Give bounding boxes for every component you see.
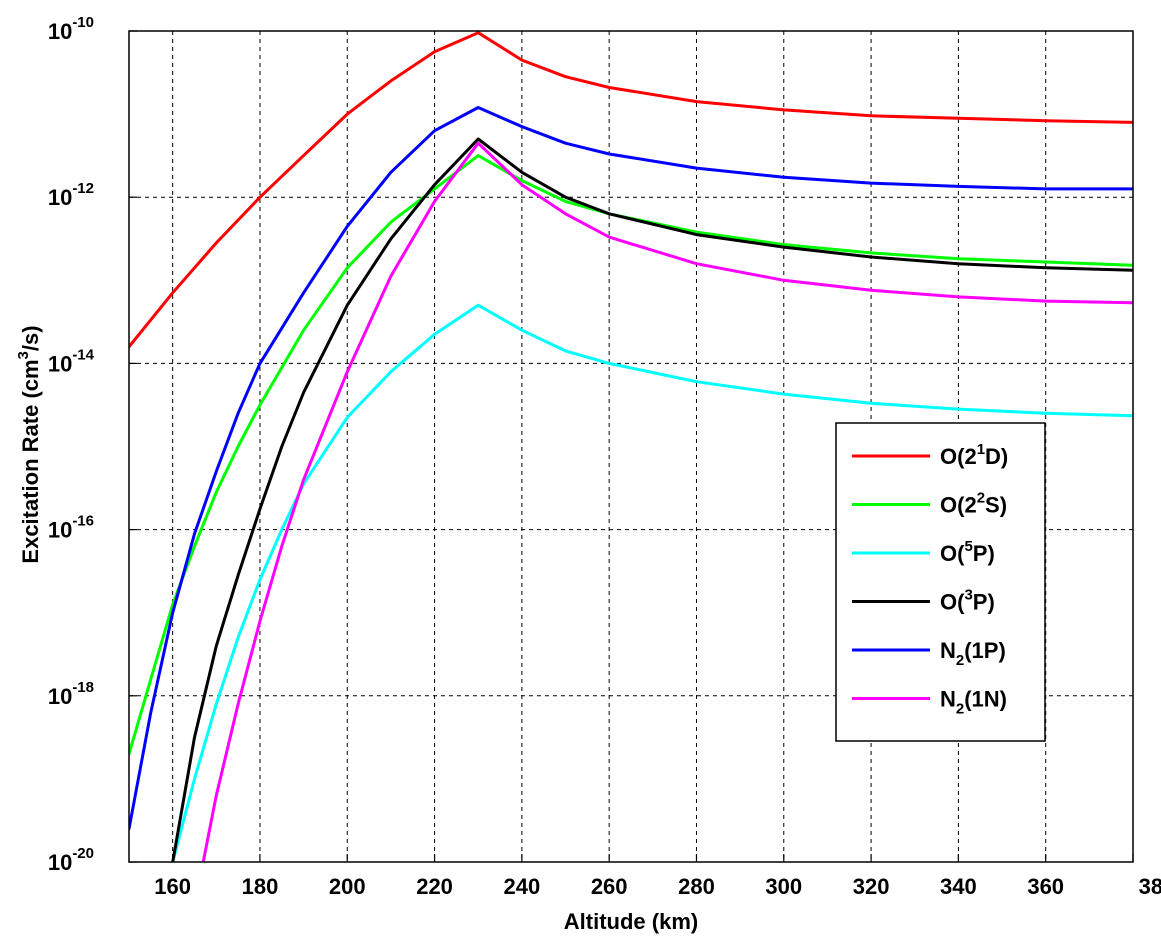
y-tick-label: 10-16 [48, 513, 94, 543]
y-tick-base: 10 [48, 518, 72, 543]
legend-label: O(22S) [940, 490, 1007, 518]
legend-label: O(3P) [940, 587, 995, 615]
y-tick-base: 10 [48, 850, 72, 875]
y-tick-label: 10-18 [48, 679, 94, 709]
y-tick-base: 10 [48, 684, 72, 709]
legend: O(21D) O(22S) O(5P) O(3P) N2(1P) N2(1N) [835, 422, 1046, 742]
series-lines [129, 31, 1133, 862]
x-axis-title: Altitude (km) [564, 909, 698, 934]
y-tick-exponent: -16 [72, 513, 94, 530]
x-tick-label: 240 [504, 874, 541, 899]
x-tick-label: 280 [678, 874, 715, 899]
y-tick-label: 10-14 [48, 346, 95, 376]
series-line-4 [129, 106, 1133, 831]
x-tick-label: 180 [242, 874, 279, 899]
legend-box [835, 422, 1046, 742]
series-line-1 [129, 154, 1133, 756]
legend-label: N2(1P) [940, 638, 1006, 669]
y-tick-base: 10 [48, 185, 72, 210]
x-tick-label: 380 [1139, 874, 1161, 899]
series-line-5 [201, 141, 1133, 862]
x-tick-label: 320 [853, 874, 890, 899]
y-axis-title: Excitation Rate (cm3/s) [15, 325, 43, 563]
x-tick-label: 340 [940, 874, 977, 899]
y-tick-base: 10 [48, 351, 72, 376]
y-tick-exponent: -18 [72, 679, 94, 696]
x-tick-label: 360 [1027, 874, 1064, 899]
legend-label: O(5P) [940, 538, 995, 566]
plot-frame [128, 30, 1134, 863]
x-tick-label: 260 [591, 874, 628, 899]
x-tick-label: 300 [765, 874, 802, 899]
y-tick-label: 10-12 [48, 180, 94, 210]
y-tick-label: 10-20 [48, 845, 94, 875]
y-tick-exponent: -14 [72, 346, 94, 363]
x-tick-labels: 160 180 200 220 240 260 280 300 320 340 360 380 [154, 854, 1161, 899]
legend-label: O(21D) [940, 441, 1008, 469]
y-tick-exponent: -12 [72, 180, 94, 197]
y-tick-label: 10-10 [48, 14, 94, 44]
series-line-3 [171, 137, 1133, 862]
y-tick-base: 10 [48, 19, 72, 44]
series-line-0 [129, 31, 1133, 349]
legend-label: N2(1N) [940, 687, 1007, 718]
y-tick-exponent: -10 [72, 14, 94, 31]
y-tick-exponent: -20 [72, 845, 94, 862]
x-tick-label: 160 [154, 874, 191, 899]
x-tick-label: 200 [329, 874, 366, 899]
x-tick-label: 220 [416, 874, 453, 899]
series-line-2 [171, 303, 1133, 862]
